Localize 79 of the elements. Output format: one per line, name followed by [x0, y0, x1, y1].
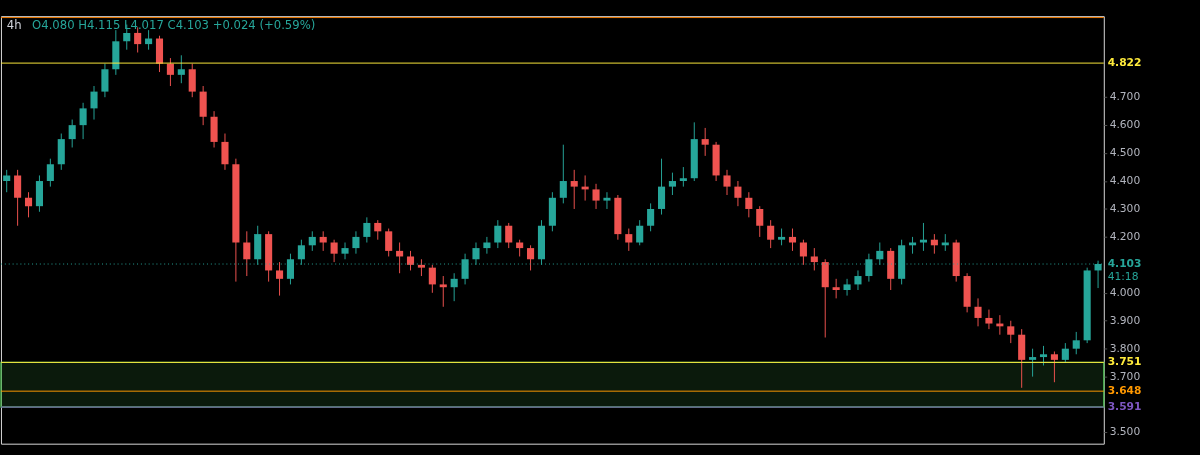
candlestick	[657, 158, 666, 216]
candlestick	[799, 239, 807, 266]
candlestick	[756, 205, 764, 238]
candlestick	[1061, 342, 1069, 364]
candlestick	[679, 166, 687, 188]
y-tick-label: 4.400	[1109, 173, 1141, 187]
chart-subtitle: O4.080 H4.115 L4.017 C4.103 +0.024 (+0.59%)	[32, 17, 316, 32]
y-tick-label: 4.000	[1109, 285, 1141, 299]
candlestick	[319, 230, 327, 252]
candlestick	[428, 264, 436, 294]
y-tick-label: 4.300	[1109, 201, 1141, 215]
candlestick	[636, 219, 644, 246]
candlestick	[701, 127, 709, 157]
candlestick	[243, 230, 251, 277]
candlestick	[352, 230, 360, 255]
candlestick	[559, 144, 567, 204]
y-tick-label: 3.900	[1109, 313, 1141, 327]
candlestick	[68, 119, 76, 148]
candlestick	[1039, 345, 1048, 366]
candlestick	[188, 63, 196, 98]
candlestick	[308, 230, 316, 252]
y-tick-label: 4.200	[1109, 229, 1141, 243]
candlestick	[90, 85, 98, 121]
candlestick	[734, 180, 742, 207]
candlestick	[79, 102, 87, 140]
candlestick	[788, 228, 797, 252]
candlestick	[668, 172, 676, 196]
candlestick	[166, 57, 174, 87]
candlestick	[363, 216, 371, 243]
candlestick	[647, 202, 655, 232]
candlestick	[221, 133, 229, 171]
candlestick	[341, 242, 349, 260]
candlestick	[494, 219, 502, 249]
candlestick	[385, 228, 393, 257]
ref-line-label: 4.822	[1107, 56, 1142, 70]
candlestick	[14, 169, 22, 227]
y-tick-label: 3.500	[1109, 425, 1141, 439]
candlestick	[505, 222, 513, 249]
candlestick	[276, 261, 284, 297]
y-tick-label: 4.600	[1109, 118, 1141, 132]
candlestick	[723, 169, 731, 196]
candlestick	[625, 228, 633, 252]
candlestick	[854, 269, 862, 291]
candlestick	[101, 63, 109, 98]
candlestick	[3, 169, 11, 193]
candlestick	[843, 278, 851, 297]
candlestick	[177, 54, 185, 84]
ref-line-label: 3.751	[1107, 355, 1142, 369]
y-tick-label: 4.500	[1109, 146, 1141, 159]
candlestick	[374, 219, 382, 241]
candlestick	[832, 278, 840, 299]
candlestick	[330, 239, 338, 263]
candlestick	[919, 222, 927, 252]
y-tick-label: 4.700	[1109, 90, 1141, 104]
candlestick	[985, 309, 993, 330]
candlestick	[406, 250, 415, 271]
candlestick	[1029, 348, 1037, 378]
candlestick	[767, 219, 775, 249]
chart-title: 4h	[6, 17, 22, 32]
y-tick-label: 3.700	[1109, 369, 1141, 383]
candlestick	[1007, 320, 1015, 344]
candlestick	[1050, 350, 1058, 383]
candlestick	[450, 272, 458, 302]
candlestick	[974, 297, 982, 327]
candlestick	[1072, 331, 1080, 355]
ref-line-label: 3.648	[1107, 384, 1142, 398]
ref-line-label: 3.591	[1107, 400, 1142, 413]
candlestick	[46, 158, 54, 188]
candlestick	[592, 183, 600, 210]
candlestick	[439, 275, 447, 308]
y-tick-label: 3.800	[1109, 341, 1141, 355]
candlestick	[570, 169, 578, 210]
candlestick	[24, 191, 33, 218]
ref-line-label: 4.103	[1107, 256, 1142, 270]
candlestick	[745, 191, 753, 218]
candlestick	[810, 247, 818, 271]
text: 41:18	[1107, 269, 1139, 283]
candlestick	[603, 191, 611, 210]
candlestick	[527, 244, 535, 271]
